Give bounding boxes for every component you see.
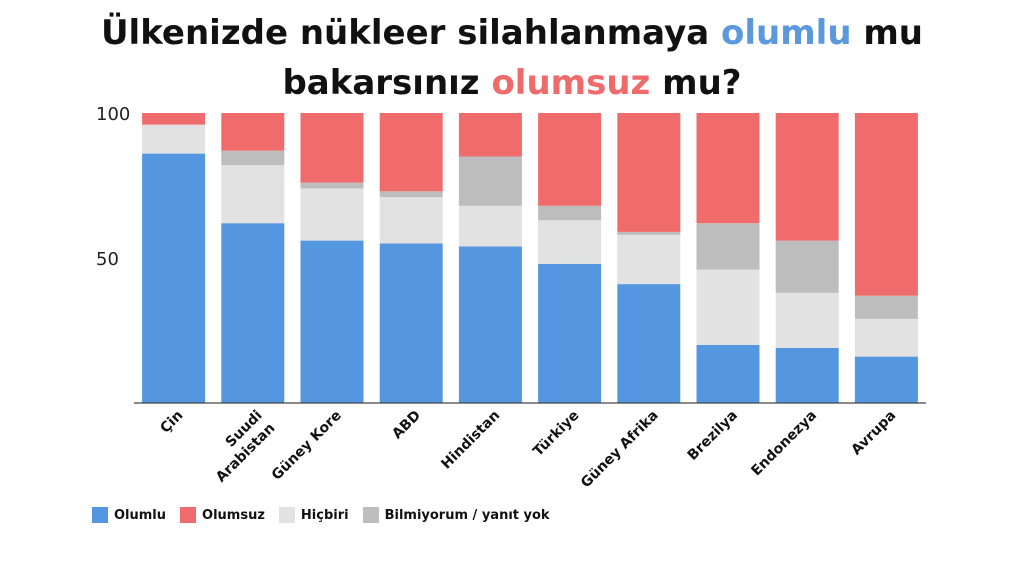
title-text: Ülkenizde nükleer silahlanmaya <box>100 13 722 53</box>
title-line-1: Ülkenizde nükleer silahlanmaya olumlu mu <box>0 8 1024 58</box>
bar-segment <box>538 263 602 403</box>
legend-item: Olumlu <box>92 507 166 523</box>
x-tick-label: Güney Kore <box>269 408 345 484</box>
x-tick-label-line: Avrupa <box>848 408 899 459</box>
bar-segment <box>854 113 918 296</box>
title-text: bakarsınız <box>282 63 492 103</box>
x-tick-label: Endonezya <box>748 408 820 480</box>
bar-segment <box>617 234 681 285</box>
bar-segment <box>854 295 918 319</box>
bar-segment <box>775 113 839 241</box>
x-tick-label-line: Güney Kore <box>269 408 345 484</box>
bar-segment <box>300 240 364 403</box>
legend-label: Hiçbiri <box>300 507 349 523</box>
x-tick-label-line: Türkiye <box>530 408 582 460</box>
legend-swatch <box>92 507 108 523</box>
bar-segment <box>854 356 918 403</box>
bar-segment <box>617 284 681 403</box>
bar-segment <box>300 182 364 189</box>
bar-segment <box>142 153 206 403</box>
bar-segment <box>696 269 760 345</box>
bar-segment <box>221 165 285 224</box>
x-tick-label: Güney Afrika <box>578 408 662 492</box>
legend-label: Olumlu <box>114 507 167 523</box>
x-tick-label: Avrupa <box>848 408 899 459</box>
bar-segment <box>538 220 602 264</box>
legend: Olumlu Olumsuz Hiçbiri Bilmiyorum / yanıt y… <box>92 507 564 523</box>
x-tick-label-line: Hindistan <box>438 408 503 473</box>
x-tick-label: Türkiye <box>530 408 582 460</box>
bar-segment <box>379 191 443 198</box>
bar-segment <box>300 188 364 241</box>
legend-item: Olumsuz <box>180 507 265 523</box>
bar-segment <box>617 113 681 232</box>
x-tick-label-line: Brezilya <box>685 408 741 464</box>
bar-segment <box>221 150 285 166</box>
bar-segment <box>458 205 522 247</box>
bar-segment <box>538 205 602 221</box>
title-line-2: bakarsınız olumsuz mu? <box>0 58 1024 108</box>
title-text: mu? <box>650 63 742 103</box>
title-positive-word: olumlu <box>721 13 852 53</box>
bar-segment <box>775 347 839 403</box>
legend-label: Bilmiyorum / yanıt yok <box>384 507 550 523</box>
x-tick-label: ABD <box>389 408 424 443</box>
bar-segment <box>221 113 285 151</box>
legend-swatch <box>180 507 197 523</box>
x-tick-label-line: Çin <box>157 408 186 437</box>
y-tick-label: 100 <box>96 104 130 125</box>
legend-swatch <box>278 507 295 523</box>
bar-segment <box>617 231 681 235</box>
x-tick-label-line: Endonezya <box>748 408 820 480</box>
bar-segment <box>696 345 760 403</box>
bar-segment <box>696 223 760 270</box>
bar-segment <box>854 318 918 357</box>
legend-item: Hiçbiri <box>278 507 349 523</box>
bar-segment <box>458 246 522 403</box>
x-tick-label: Çin <box>157 408 186 437</box>
bar-segment <box>379 243 443 403</box>
bar-segment <box>775 292 839 348</box>
legend-label: Olumsuz <box>202 507 265 523</box>
bar-segment <box>458 113 522 157</box>
bar-segment <box>379 113 443 192</box>
x-tick-label-line: Güney Afrika <box>578 408 662 492</box>
x-tick-label: Hindistan <box>438 408 503 473</box>
y-tick-label: 50 <box>96 249 119 270</box>
legend-item: Bilmiyorum / yanıt yok <box>362 507 550 523</box>
bar-segment <box>300 113 364 183</box>
bar-segment <box>142 113 206 125</box>
bar-segment <box>696 113 760 224</box>
x-tick-label: Brezilya <box>685 408 741 464</box>
bar-segment <box>538 113 602 206</box>
title-text: mu <box>851 13 924 53</box>
chart-title: Ülkenizde nükleer silahlanmaya olumlu mu… <box>0 8 1024 108</box>
bar-segment <box>142 124 206 154</box>
x-tick-label-line: ABD <box>389 408 424 443</box>
bar-segment <box>221 223 285 403</box>
bar-segment <box>379 197 443 244</box>
title-negative-word: olumsuz <box>491 63 651 103</box>
bar-segment <box>458 156 522 206</box>
bar-segment <box>775 240 839 293</box>
legend-swatch <box>362 507 379 523</box>
